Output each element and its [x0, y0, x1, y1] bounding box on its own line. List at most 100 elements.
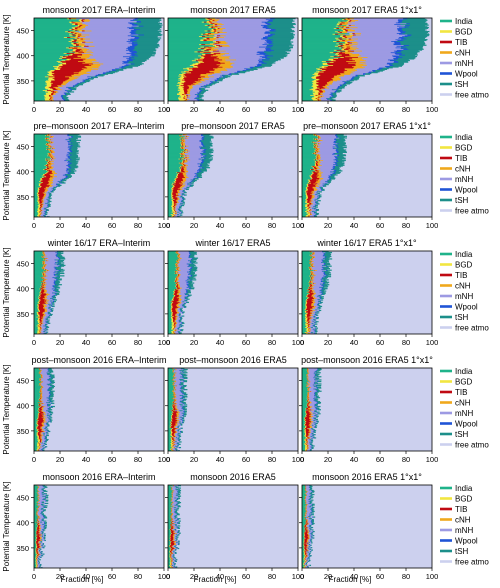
panel-frame	[33, 17, 165, 102]
legend-label: TIB	[455, 154, 467, 163]
x-tick-label: 20	[324, 572, 332, 581]
legend-label: cNH	[455, 282, 471, 291]
legend-label: Wpool	[455, 303, 478, 312]
panel-m16-3: monsoon 2016 ERA5 1°x1° 0 20 40 60 80 100	[299, 472, 438, 581]
x-tick-label: 60	[242, 338, 250, 347]
x-tick-label: 80	[268, 221, 276, 230]
x-tick-label: 40	[82, 572, 90, 581]
x-tick-label: 40	[216, 221, 224, 230]
stacked-fraction-bands	[34, 134, 164, 217]
x-tick-label: 40	[216, 572, 224, 581]
legend-label: tSH	[455, 80, 469, 89]
x-tick-label: 20	[190, 455, 198, 464]
x-tick-label: 80	[268, 338, 276, 347]
legend-label: mNH	[455, 526, 473, 535]
x-tick-label: 20	[190, 572, 198, 581]
x-axis-label-col1: Fraction [%]	[61, 575, 104, 584]
panel-title: post–monsoon 2016 ERA–Interim	[31, 355, 166, 365]
legend-label: TIB	[455, 271, 467, 280]
panel-pom16-3: post–monsoon 2016 ERA5 1°x1° 0 20 40 60 80 100	[299, 355, 438, 464]
legend-label: TIB	[455, 388, 467, 397]
x-tick-label: 100	[292, 221, 305, 230]
legend-label: BGD	[455, 378, 473, 387]
stacked-fraction-bands	[34, 251, 164, 334]
x-tick-label: 0	[300, 338, 304, 347]
y-tick-label: 400	[16, 285, 29, 294]
legend-label: free atmo	[455, 441, 489, 450]
x-tick-label: 0	[166, 338, 170, 347]
legend-label: BGD	[455, 261, 473, 270]
x-tick-label: 60	[108, 105, 116, 114]
stacked-fraction-bands	[34, 485, 164, 568]
panel-frame	[301, 367, 433, 452]
panel-title: monsoon 2016 ERA–Interim	[42, 472, 155, 482]
legend-label: free atmo	[455, 91, 489, 100]
stacked-fraction-bands	[34, 368, 164, 451]
y-axis-label: Potential Temperature [K]	[2, 130, 11, 220]
x-tick-label: 60	[242, 221, 250, 230]
x-axis-label-col3: Fraction [%]	[329, 575, 372, 584]
y-axis-labels: Potential Temperature [K] Potential Tempe…	[2, 14, 11, 571]
x-tick-label: 40	[350, 105, 358, 114]
x-tick-label: 100	[292, 572, 305, 581]
panel-frame	[33, 367, 165, 452]
x-tick-label: 0	[300, 455, 304, 464]
x-tick-label: 40	[82, 105, 90, 114]
legend-label: Wpool	[455, 186, 478, 195]
x-tick-label: 100	[158, 221, 171, 230]
panel-w1617-3: winter 16/17 ERA5 1°x1° 0 20 40 60 80 100	[299, 238, 438, 347]
legend-label: tSH	[455, 430, 469, 439]
x-tick-label: 100	[426, 338, 439, 347]
panel-m16-1: monsoon 2016 ERA–Interim 0 20 40 60 80 100 350 4…	[16, 472, 170, 581]
x-tick-label: 40	[350, 455, 358, 464]
x-tick-label: 20	[56, 572, 64, 581]
legend-label: India	[455, 133, 473, 142]
panel-m17-2: monsoon 2017 ERA5 0 20 40 60 80 100	[165, 5, 304, 114]
panel-title: monsoon 2017 ERA5	[190, 5, 276, 15]
panel-w1617-2: winter 16/17 ERA5 0 20 40 60 80 100	[165, 238, 304, 347]
legend-label: BGD	[455, 144, 473, 153]
panel-m16-2: monsoon 2016 ERA5 0 20 40 60 80 100	[165, 472, 304, 581]
legend-label: cNH	[455, 399, 471, 408]
x-tick-label: 60	[242, 572, 250, 581]
panel-w1617-1: winter 16/17 ERA–Interim 0 20 40 60 80 100 350 4…	[16, 238, 170, 347]
x-tick-label: 40	[82, 221, 90, 230]
stacked-fraction-bands	[168, 251, 298, 334]
x-tick-label: 80	[402, 572, 410, 581]
x-tick-label: 80	[134, 572, 142, 581]
legend-label: India	[455, 17, 473, 26]
legend-label: India	[455, 367, 473, 376]
x-tick-label: 60	[376, 221, 384, 230]
y-axis-label: Potential Temperature [K]	[2, 481, 11, 571]
legend-label: Wpool	[455, 537, 478, 546]
x-tick-label: 0	[300, 572, 304, 581]
x-tick-label: 0	[166, 572, 170, 581]
x-tick-label: 80	[134, 105, 142, 114]
panel-title: monsoon 2017 ERA–Interim	[42, 5, 155, 15]
panel-title: winter 16/17 ERA–Interim	[47, 238, 151, 248]
legend-label: tSH	[455, 313, 469, 322]
x-tick-label: 60	[108, 572, 116, 581]
panel-frame	[301, 484, 433, 569]
y-tick-label: 400	[16, 402, 29, 411]
x-tick-label: 20	[190, 221, 198, 230]
y-tick-label: 450	[16, 143, 29, 152]
x-tick-label: 20	[190, 338, 198, 347]
panel-title: winter 16/17 ERA5	[194, 238, 270, 248]
x-tick-label: 80	[268, 105, 276, 114]
y-tick-label: 450	[16, 377, 29, 386]
x-tick-label: 0	[32, 105, 36, 114]
x-tick-label: 20	[324, 105, 332, 114]
x-tick-label: 20	[324, 338, 332, 347]
legend-label: mNH	[455, 59, 473, 68]
y-tick-label: 450	[16, 27, 29, 36]
x-tick-label: 40	[350, 338, 358, 347]
panel-frame	[301, 250, 433, 335]
x-tick-label: 100	[158, 105, 171, 114]
panel-frame	[33, 133, 165, 218]
panel-title: monsoon 2016 ERA5 1°x1°	[312, 472, 422, 482]
stacked-fraction-bands	[168, 18, 298, 101]
